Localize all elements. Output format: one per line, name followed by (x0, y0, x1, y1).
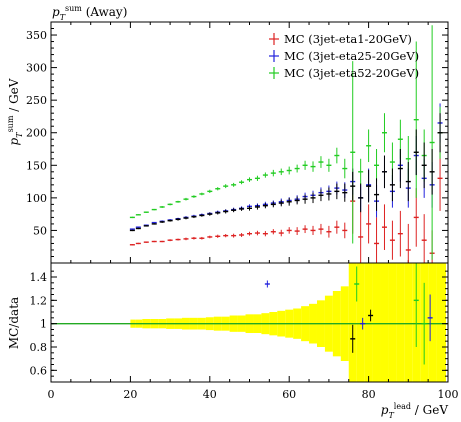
legend-entry: MC (3jet-eta1-20GeV) (269, 32, 412, 46)
y-tick-label: 350 (26, 29, 47, 42)
band-segment (364, 263, 373, 382)
band-segment (404, 263, 413, 382)
ratio-uncertainty-band (51, 263, 448, 382)
y-tick-label: 300 (26, 62, 47, 75)
ratio-y-tick-label: 0.8 (30, 341, 48, 354)
xlabel-sup: lead (394, 402, 411, 411)
title-suffix: (Away) (82, 5, 128, 19)
legend-entry: MC (3jet-eta52-20GeV) (269, 66, 419, 80)
ratio-y-tick-label: 1 (40, 318, 47, 331)
band-segment (388, 263, 397, 382)
y-tick-label: 100 (26, 192, 47, 205)
band-segment (356, 263, 365, 382)
main-panel: 50 100 150 200 250 300 350 (26, 21, 449, 264)
band-segment (380, 263, 389, 382)
band-segment (396, 263, 405, 382)
x-tick-label: 100 (438, 388, 459, 401)
y-tick-label: 150 (26, 159, 47, 172)
y-tick-label: 50 (33, 224, 47, 237)
main-y-axis-label: pTsum / GeV (6, 78, 24, 145)
ratio-y-axis-label: MC/data (7, 297, 21, 349)
y-tick-label: 200 (26, 127, 47, 140)
xlabel-base: p (381, 403, 389, 417)
band-segment (436, 263, 447, 382)
ylabel-suffix: / GeV (7, 78, 21, 115)
legend-entry: MC (3jet-eta25-20GeV) (269, 49, 419, 63)
title-base: p (52, 5, 60, 19)
band-segment (428, 263, 437, 382)
legend-label: MC (3jet-eta25-20GeV) (284, 49, 419, 63)
ratio-x-ticks: 0 20 40 60 80 100 (48, 376, 459, 401)
ratio-y-tick-label: 0.6 (30, 364, 48, 377)
x-tick-label: 0 (48, 388, 55, 401)
x-tick-label: 80 (362, 388, 376, 401)
title-sup: sum (65, 4, 82, 13)
ratio-y-tick-label: 1.4 (30, 271, 48, 284)
main-y-ticks: 50 100 150 200 250 300 350 (26, 22, 449, 263)
x-tick-label: 60 (282, 388, 296, 401)
legend: MC (3jet-eta1-20GeV) MC (3jet-eta25-20GeV… (269, 32, 419, 80)
y-tick-label: 250 (26, 94, 47, 107)
chart-title: pTsum (Away) (52, 4, 127, 22)
title-sub: T (60, 13, 66, 22)
ratio-y-tick-label: 1.2 (30, 294, 48, 307)
series-mc-3jet-eta1-20gev- (129, 145, 443, 263)
x-axis-label: pTlead / GeV (381, 402, 449, 420)
series-mc-3jet-eta25-20gev- (129, 103, 443, 230)
band-segment (348, 263, 357, 382)
main-data-layer (129, 25, 443, 263)
ylabel-sub: T (15, 132, 24, 138)
xlabel-suffix: / GeV (411, 403, 448, 417)
x-tick-label: 20 (123, 388, 137, 401)
ratio-panel: 0.6 0.8 1 1.2 1.4 0 20 40 60 80 100 (30, 262, 459, 401)
legend-label: MC (3jet-eta52-20GeV) (284, 66, 419, 80)
band-segment (372, 263, 381, 382)
legend-label: MC (3jet-eta1-20GeV) (284, 32, 412, 46)
ylabel-base: p (7, 137, 21, 145)
ylabel-sup: sum (6, 115, 15, 132)
xlabel-sub: T (388, 411, 394, 420)
ratio-data-layer (264, 263, 433, 365)
ratio-y-ticks: 0.6 0.8 1 1.2 1.4 (30, 270, 448, 383)
series-data (129, 113, 443, 232)
x-tick-label: 40 (203, 388, 217, 401)
